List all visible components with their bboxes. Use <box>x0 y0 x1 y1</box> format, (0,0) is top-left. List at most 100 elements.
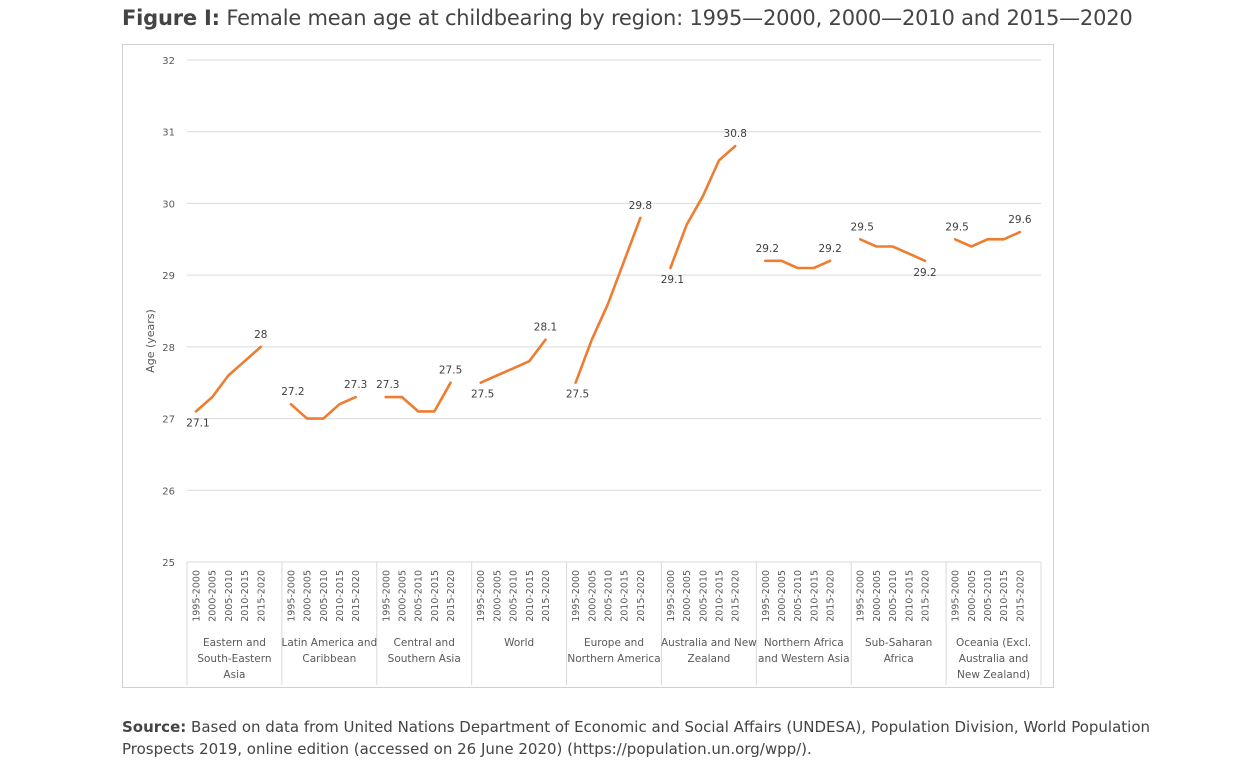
x-tick-label: 2000-2005 <box>682 570 693 622</box>
category-label: South-Eastern <box>197 653 271 665</box>
chart-container: 25 26 27 28 29 30 31 32 Age (years) 1995-2000 200… <box>122 44 1054 688</box>
series-line <box>289 395 357 420</box>
x-tick-label: 2010-2015 <box>999 570 1010 622</box>
data-label: 27.5 <box>439 365 462 377</box>
x-tick-label: 2010-2015 <box>525 570 536 622</box>
data-label: 27.5 <box>471 389 494 401</box>
data-labels: 27.1 28 27.2 27.3 27.3 27.5 27.5 28.1 27.5 29.8 29… <box>186 128 1032 429</box>
data-label: 29.8 <box>629 200 652 212</box>
x-tick-label: 2000-2005 <box>208 570 219 622</box>
x-tick-label: 1995-2000 <box>856 570 867 622</box>
category-label: World <box>504 637 534 649</box>
series-line <box>763 259 832 270</box>
category-label: Europe and <box>584 637 644 649</box>
x-tick-label: 2010-2015 <box>904 570 915 622</box>
data-label: 27.2 <box>281 386 304 398</box>
x-tick-label: 1995-2000 <box>381 570 392 622</box>
x-tick-label: 2015-2020 <box>446 570 457 622</box>
y-tick-label: 27 <box>162 415 175 426</box>
data-label: 29.2 <box>913 267 936 279</box>
x-tick-label: 2015-2020 <box>826 570 837 622</box>
category-label: Australia and New <box>661 637 757 649</box>
category-label: Central and <box>394 637 455 649</box>
data-label: 29.6 <box>1008 214 1032 226</box>
y-axis: 25 26 27 28 29 30 31 32 Age (years) <box>144 56 175 569</box>
y-tick-label: 25 <box>162 558 175 569</box>
x-tick-label: 2005-2010 <box>603 570 614 622</box>
figure-title-lead: Figure I: <box>122 6 220 30</box>
category-label: Northern Africa <box>764 637 844 649</box>
x-tick-label: 2010-2015 <box>430 570 441 622</box>
data-label: 29.2 <box>756 243 779 255</box>
data-label: 29.5 <box>851 221 874 233</box>
data-series <box>194 144 1022 420</box>
series-line <box>479 338 547 385</box>
source-text: Based on data from United Nations Depart… <box>122 718 1151 758</box>
category-label: Eastern and <box>203 637 266 649</box>
data-label: 29.1 <box>661 274 684 286</box>
category-label: Oceania (Excl. <box>956 637 1031 649</box>
y-tick-label: 32 <box>162 56 175 67</box>
data-label: 30.8 <box>724 128 747 140</box>
x-tick-label: 2005-2010 <box>319 570 330 622</box>
category-label: New Zealand) <box>957 669 1030 681</box>
x-tick-label: 1995-2000 <box>761 570 772 622</box>
category-label: Zealand <box>688 653 731 665</box>
figure-title-text: Female mean age at childbearing by regio… <box>226 6 1133 30</box>
y-tick-label: 26 <box>162 486 175 497</box>
category-label: Caribbean <box>302 653 356 665</box>
series-line <box>574 216 642 385</box>
x-tick-label: 2000-2005 <box>492 570 503 622</box>
series-line <box>194 345 263 413</box>
x-tick-label: 2000-2005 <box>777 570 788 622</box>
category-label: Africa <box>884 653 914 665</box>
x-tick-label: 1995-2000 <box>286 570 297 622</box>
x-tick-label: 2015-2020 <box>541 570 552 622</box>
x-tick-label: 2015-2020 <box>1015 570 1026 622</box>
data-label: 29.2 <box>818 243 841 255</box>
x-tick-label: 2010-2015 <box>240 570 251 622</box>
category-label: Sub-Saharan <box>865 637 932 649</box>
line-chart: 25 26 27 28 29 30 31 32 Age (years) 1995-2000 200… <box>144 56 1042 685</box>
data-label: 29.5 <box>945 221 968 233</box>
x-tick-label: 2015-2020 <box>636 570 647 622</box>
x-axis: 1995-2000 2000-2005 2005-2010 2010-2015 2015… <box>186 562 1042 685</box>
x-tick-label: 2005-2010 <box>983 570 994 622</box>
x-tick-label: 2010-2015 <box>620 570 631 622</box>
x-tick-label: 2000-2005 <box>967 570 978 622</box>
x-tick-label: 1995-2000 <box>951 570 962 622</box>
x-tick-label: 1995-2000 <box>571 570 582 622</box>
data-label: 27.5 <box>566 389 589 401</box>
x-tick-label: 1995-2000 <box>192 570 203 622</box>
category-label: Australia and <box>959 653 1029 665</box>
y-tick-label: 30 <box>162 199 175 210</box>
x-tick-label: 2005-2010 <box>793 570 804 622</box>
category-label: Latin America and <box>281 637 377 649</box>
x-tick-label: 2015-2020 <box>256 570 267 622</box>
x-tick-label: 2000-2005 <box>872 570 883 622</box>
x-tick-label: 1995-2000 <box>476 570 487 622</box>
x-tick-label: 2000-2005 <box>397 570 408 622</box>
category-label: Asia <box>223 669 245 681</box>
x-tick-label: 2000-2005 <box>303 570 314 622</box>
data-label: 28.1 <box>534 322 557 334</box>
x-tick-label: 2010-2015 <box>715 570 726 622</box>
figure-title: Figure I: Female mean age at childbearin… <box>122 6 1133 30</box>
x-tick-label: 2015-2020 <box>351 570 362 622</box>
source-note: Source: Based on data from United Nation… <box>122 716 1152 760</box>
x-tick-label: 2015-2020 <box>921 570 932 622</box>
x-tick-label: 1995-2000 <box>666 570 677 622</box>
data-label: 27.3 <box>376 379 399 391</box>
y-axis-title: Age (years) <box>144 309 157 373</box>
category-label: Northern America <box>567 653 660 665</box>
y-tick-label: 29 <box>162 271 175 282</box>
x-tick-label: 2010-2015 <box>335 570 346 622</box>
x-tick-label: 2015-2020 <box>731 570 742 622</box>
x-tick-label: 2005-2010 <box>509 570 520 622</box>
category-label: and Western Asia <box>758 653 850 665</box>
series-line <box>858 238 927 263</box>
x-tick-label: 2005-2010 <box>888 570 899 622</box>
data-label: 27.3 <box>344 379 367 391</box>
y-tick-label: 28 <box>162 343 175 354</box>
x-tick-label: 2010-2015 <box>809 570 820 622</box>
